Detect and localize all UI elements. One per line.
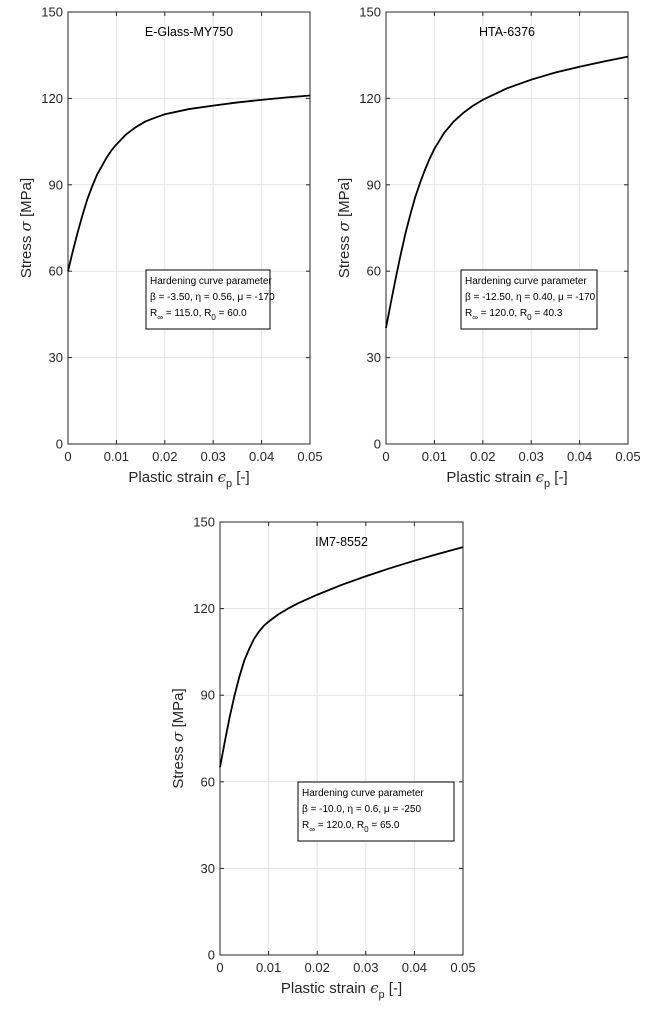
parameter-line-2: R∞ = 115.0, R0 = 60.0: [150, 308, 247, 322]
x-tick-label: 0.02: [305, 960, 330, 975]
x-tick-label: 0.05: [615, 449, 640, 464]
x-tick-label: 0.04: [402, 960, 427, 975]
x-tick-label: 0.01: [104, 449, 129, 464]
x-tick-label: 0.05: [450, 960, 475, 975]
y-tick-label: 60: [201, 774, 215, 789]
y-tick-label: 90: [367, 177, 381, 192]
chart-title: HTA-6376: [479, 25, 535, 39]
parameter-box: Hardening curve parameter β = -10.0, η = …: [297, 781, 455, 842]
x-tick-label: 0.05: [297, 449, 322, 464]
chart-panel: 0 0.01 0.02 0.03 0.04 0.05 0 30 60 90 120 150 E-Glas…: [17, 5, 323, 491]
parameter-heading: Hardening curve parameter: [465, 276, 587, 287]
parameter-box-frame: [145, 269, 271, 330]
y-tick-label: 30: [367, 350, 381, 365]
parameter-box-frame: [297, 781, 455, 842]
parameter-box: Hardening curve parameter β = -12.50, η =…: [460, 269, 598, 330]
x-tick-label: 0: [216, 960, 223, 975]
x-tick-label: 0.04: [567, 449, 592, 464]
y-tick-label: 90: [49, 177, 63, 192]
plot-area-frame: [219, 521, 464, 956]
chart-title: IM7-8552: [315, 535, 368, 549]
y-tick-label: 60: [49, 264, 63, 279]
parameter-line-1: β = -3.50, η = 0.56, μ = -170: [150, 292, 275, 303]
y-tick-label: 120: [41, 91, 63, 106]
y-axis-label: Stress σ [MPa]: [335, 178, 353, 278]
y-tick-label: 150: [193, 515, 215, 530]
x-tick-label: 0.01: [422, 449, 447, 464]
y-tick-label: 90: [201, 688, 215, 703]
x-tick-label: 0.03: [353, 960, 378, 975]
data-series-line: [219, 546, 464, 768]
x-tick-label: 0.02: [470, 449, 495, 464]
y-tick-label: 150: [41, 5, 63, 20]
y-tick-label: 0: [374, 437, 381, 452]
y-tick-label: 0: [208, 948, 215, 963]
x-tick-label: 0.04: [249, 449, 274, 464]
parameter-box: Hardening curve parameter β = -3.50, η = …: [145, 269, 275, 330]
x-tick-label: 0: [382, 449, 389, 464]
plot-area-frame: [385, 11, 629, 445]
chart-panel: 0 0.01 0.02 0.03 0.04 0.05 0 30 60 90 120 150 HTA-63…: [335, 5, 641, 491]
parameter-heading: Hardening curve parameter: [302, 788, 424, 799]
y-axis-label: Stress σ [MPa]: [17, 178, 35, 278]
y-tick-label: 0: [56, 437, 63, 452]
x-tick-label: 0: [64, 449, 71, 464]
chart-panel: 0 0.01 0.02 0.03 0.04 0.05 0 30 60 90 120 150 IM7-85…: [169, 515, 476, 1002]
parameter-heading: Hardening curve parameter: [150, 276, 272, 287]
parameter-line-1: β = -12.50, η = 0.40, μ = -170: [465, 292, 596, 303]
x-tick-label: 0.03: [201, 449, 226, 464]
data-series-line: [385, 55, 629, 329]
parameter-line-2: R∞ = 120.0, R0 = 65.0: [302, 820, 400, 834]
x-axis-label: Plastic strain ϵp [-]: [281, 979, 402, 1001]
chart-title: E-Glass-MY750: [145, 25, 233, 39]
y-tick-label: 30: [49, 350, 63, 365]
y-tick-label: 60: [367, 264, 381, 279]
parameter-box-frame: [460, 269, 598, 330]
x-tick-label: 0.01: [256, 960, 281, 975]
x-axis-label: Plastic strain ϵp [-]: [128, 468, 249, 490]
x-tick-label: 0.02: [152, 449, 177, 464]
parameter-line-2: R∞ = 120.0, R0 = 40.3: [465, 308, 563, 322]
y-tick-label: 30: [201, 861, 215, 876]
y-tick-label: 150: [359, 5, 381, 20]
x-tick-label: 0.03: [519, 449, 544, 464]
y-tick-label: 120: [193, 601, 215, 616]
y-axis-label: Stress σ [MPa]: [169, 688, 187, 788]
x-axis-label: Plastic strain ϵp [-]: [446, 468, 567, 490]
data-series-line: [67, 94, 311, 272]
plot-area-frame: [67, 11, 311, 445]
y-tick-label: 120: [359, 91, 381, 106]
parameter-line-1: β = -10.0, η = 0.6, μ = -250: [302, 804, 422, 815]
